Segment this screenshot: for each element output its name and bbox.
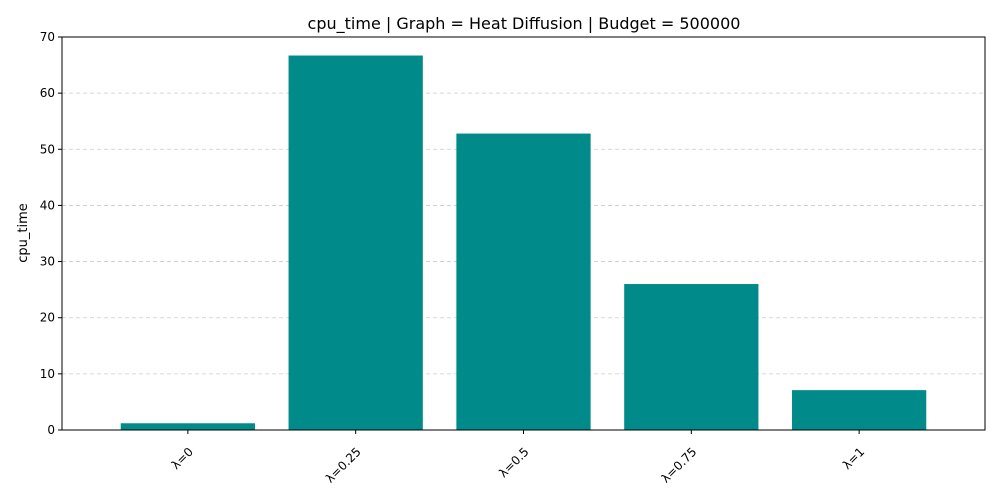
x-tick-label: λ=0.25: [323, 445, 364, 486]
y-tick-label: 70: [40, 30, 55, 44]
x-tick-label: λ=1: [840, 445, 867, 472]
bars: [120, 55, 927, 431]
chart-title: cpu_time | Graph = Heat Diffusion | Budg…: [308, 14, 741, 34]
y-tick-label: 40: [40, 198, 55, 212]
x-tick-label: λ=0.75: [659, 445, 700, 486]
bar: [120, 423, 255, 430]
bar: [792, 390, 927, 430]
x-tick-label: λ=0.5: [496, 445, 532, 481]
bar: [624, 284, 759, 430]
y-tick-label: 20: [40, 311, 55, 325]
y-tick-label: 10: [40, 367, 55, 381]
y-axis-label: cpu_time: [16, 203, 31, 263]
bar: [288, 55, 423, 431]
y-ticks: 0 10 20 30 40 50 60 70: [40, 30, 62, 437]
y-tick-label: 0: [47, 423, 55, 437]
y-tick-label: 50: [40, 142, 55, 156]
x-ticks: λ=0 λ=0.25 λ=0.5 λ=0.75 λ=1: [169, 430, 867, 486]
x-tick-label: λ=0: [169, 445, 196, 472]
y-tick-label: 60: [40, 86, 55, 100]
bar: [456, 133, 591, 430]
y-tick-label: 30: [40, 255, 55, 269]
